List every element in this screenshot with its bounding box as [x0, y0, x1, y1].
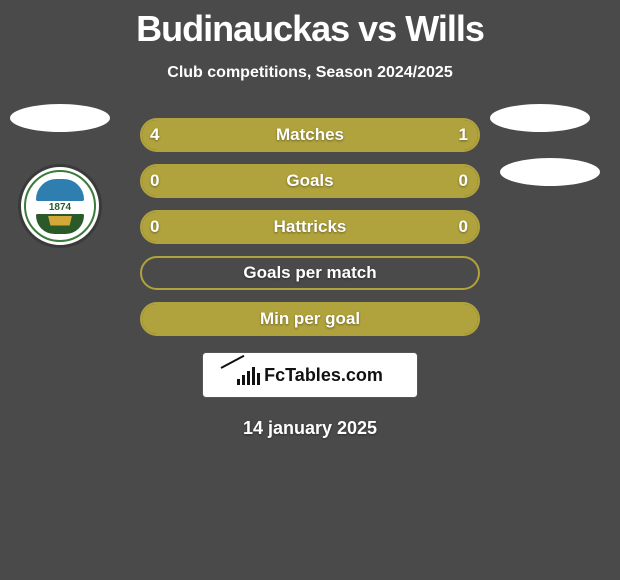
fctables-badge[interactable]: FcTables.com [202, 352, 418, 398]
stat-value-right: 1 [459, 118, 468, 152]
stat-row: Goals0 0 [0, 164, 620, 210]
stat-value-right: 0 [459, 164, 468, 198]
stat-row: Min per goal [0, 302, 620, 348]
fctables-text: FcTables.com [264, 365, 383, 386]
page-title: Budinauckas vs Wills [0, 0, 620, 50]
stat-row: Hattricks0 0 [0, 210, 620, 256]
stat-row: Goals per match [0, 256, 620, 302]
stat-value-left: 4 [150, 118, 159, 152]
date-label: 14 january 2025 [0, 418, 620, 439]
stat-row: Matches4 1 [0, 118, 620, 164]
stat-label: Min per goal [140, 302, 480, 336]
stat-value-left: 0 [150, 210, 159, 244]
stat-value-right: 0 [459, 210, 468, 244]
stat-label: Hattricks [140, 210, 480, 244]
stat-label: Goals [140, 164, 480, 198]
fctables-bars-icon [237, 365, 260, 385]
stat-label: Goals per match [140, 256, 480, 290]
stats-area: 1874 Matches41Goals00Hattricks00Goals pe… [0, 118, 620, 348]
stat-label: Matches [140, 118, 480, 152]
subtitle: Club competitions, Season 2024/2025 [0, 64, 620, 82]
stat-value-left: 0 [150, 164, 159, 198]
